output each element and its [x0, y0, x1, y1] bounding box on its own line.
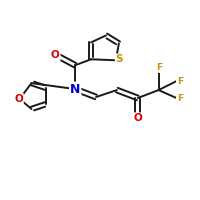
Text: O: O — [14, 94, 23, 104]
Text: O: O — [51, 50, 60, 60]
Text: O: O — [133, 113, 142, 123]
Text: F: F — [177, 94, 183, 103]
Text: N: N — [70, 83, 80, 96]
Text: S: S — [116, 54, 123, 64]
Text: F: F — [157, 63, 163, 72]
Text: F: F — [177, 77, 183, 86]
